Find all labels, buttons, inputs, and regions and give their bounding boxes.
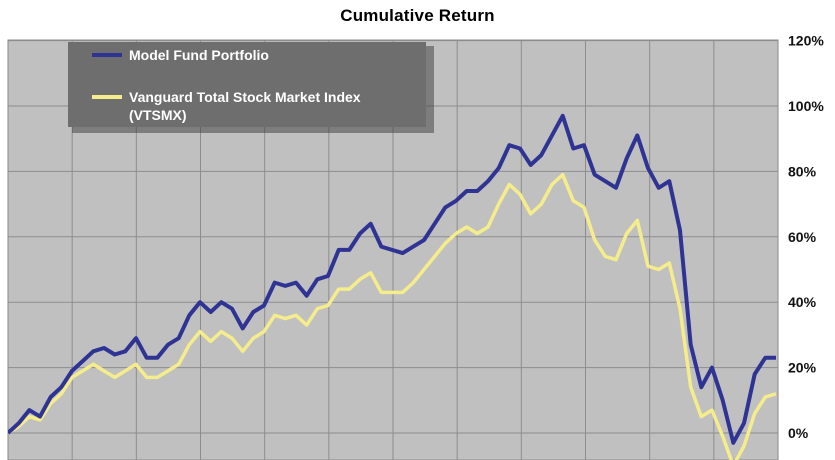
legend-box bbox=[68, 42, 426, 127]
legend-label-vtsmx-line: Vanguard Total Stock Market Index bbox=[129, 89, 361, 105]
series-line-model-fund bbox=[8, 113, 776, 445]
y-axis-ticks: 120% 100% 80% 60% 40% 20% 0% bbox=[788, 33, 824, 441]
y-tick-label: 60% bbox=[788, 229, 817, 245]
legend-label-vtsmx-line: (VTSMX) bbox=[129, 107, 187, 123]
legend-label-model-fund: Model Fund Portfolio bbox=[129, 47, 269, 63]
y-tick-label: 0% bbox=[788, 425, 809, 441]
series-lines bbox=[8, 113, 777, 460]
y-tick-label: 120% bbox=[788, 33, 824, 49]
series-line-vtsmx bbox=[8, 172, 777, 460]
y-tick-label: 40% bbox=[788, 294, 817, 310]
chart-title: Cumulative Return bbox=[340, 6, 495, 25]
legend: Model Fund Portfolio Vanguard Total Stoc… bbox=[68, 42, 434, 133]
y-tick-label: 80% bbox=[788, 163, 817, 179]
legend-label-vtsmx: Vanguard Total Stock Market Index (VTSMX) bbox=[129, 89, 361, 123]
y-tick-label: 100% bbox=[788, 98, 824, 114]
y-tick-label: 20% bbox=[788, 360, 817, 376]
